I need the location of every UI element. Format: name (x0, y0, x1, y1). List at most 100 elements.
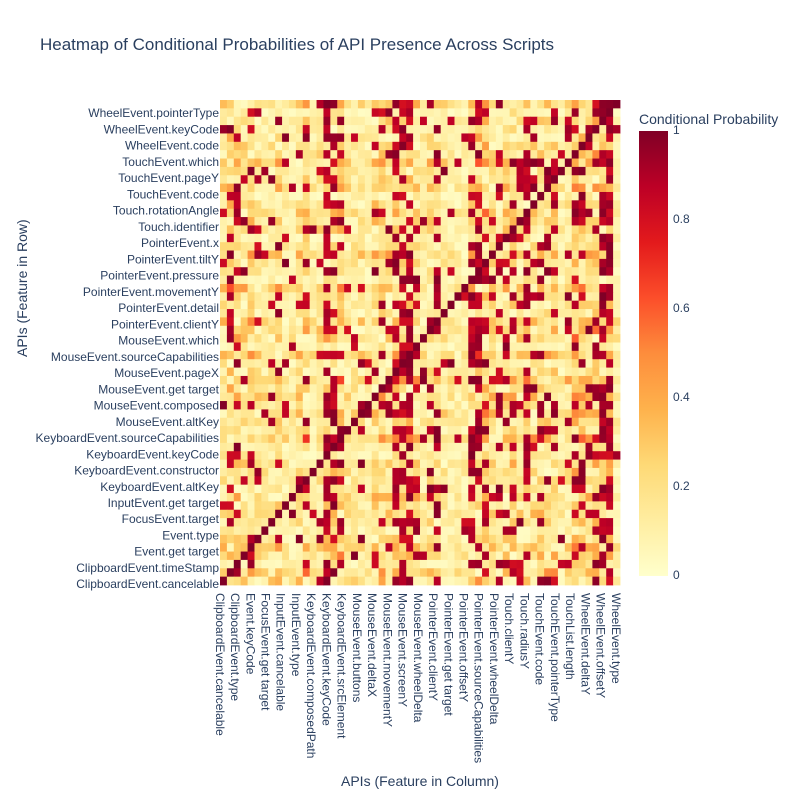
y-tick-label: KeyboardEvent.constructor (74, 463, 219, 477)
heatmap-cell (392, 426, 400, 435)
heatmap-cell (302, 576, 311, 586)
heatmap-cell (578, 459, 586, 469)
heatmap-cell (330, 543, 338, 552)
heatmap-cell (544, 175, 552, 185)
heatmap-cell (564, 493, 573, 502)
heatmap-cell (475, 568, 483, 578)
heatmap-cell (220, 401, 228, 410)
heatmap-cell (516, 217, 524, 226)
heatmap-cell (516, 233, 524, 243)
heatmap-cell (551, 200, 559, 210)
heatmap-cell (268, 292, 276, 302)
heatmap-cell (302, 434, 311, 444)
heatmap-cell (282, 442, 290, 452)
heatmap-cell (275, 116, 283, 126)
heatmap-cell (275, 501, 283, 511)
heatmap-cell (247, 534, 255, 544)
heatmap-cell (337, 551, 345, 561)
heatmap-cell (357, 233, 366, 243)
heatmap-cell (323, 175, 331, 185)
heatmap-cell (461, 526, 469, 536)
heatmap-cell (599, 568, 607, 578)
heatmap-cell (537, 459, 545, 469)
heatmap-cell (461, 200, 469, 210)
heatmap-cell (592, 242, 600, 251)
heatmap-cell (275, 108, 283, 118)
heatmap-cell (426, 317, 435, 327)
heatmap-cell (578, 191, 586, 201)
heatmap-cell (454, 467, 462, 477)
heatmap-cell (309, 342, 317, 352)
heatmap-cell (330, 409, 338, 419)
heatmap-cell (413, 100, 421, 109)
heatmap-cell (357, 267, 366, 276)
heatmap-cell (385, 526, 393, 536)
heatmap-cell (564, 250, 573, 260)
heatmap-cell (557, 417, 566, 427)
heatmap-cell (357, 459, 366, 469)
heatmap-cell (537, 467, 545, 477)
heatmap-cell (447, 367, 455, 377)
heatmap-cell (261, 442, 269, 452)
heatmap-cell (454, 350, 462, 360)
heatmap-cell (482, 150, 490, 159)
heatmap-cell (578, 242, 586, 251)
heatmap-cell (433, 509, 442, 519)
heatmap-cell (406, 426, 414, 435)
heatmap-cell (413, 559, 421, 569)
heatmap-cell (357, 576, 366, 586)
heatmap-cell (254, 484, 262, 494)
heatmap-cell (337, 342, 345, 352)
heatmap-cell (220, 509, 228, 519)
heatmap-cell (399, 334, 407, 343)
heatmap-cell (288, 409, 297, 419)
heatmap-cell (482, 166, 490, 176)
heatmap-cell (551, 484, 559, 494)
heatmap-cell (433, 384, 442, 394)
heatmap-cell (523, 409, 531, 419)
heatmap-cell (268, 309, 276, 318)
heatmap-cell (502, 509, 511, 519)
heatmap-cell (516, 375, 524, 385)
heatmap-cell (544, 426, 552, 435)
heatmap-cell (606, 133, 614, 143)
heatmap-cell (530, 518, 538, 527)
heatmap-cell (468, 459, 476, 469)
heatmap-cell (316, 551, 324, 561)
heatmap-cell (268, 551, 276, 561)
heatmap-cell (226, 451, 235, 460)
heatmap-cell (288, 233, 297, 243)
heatmap-cell (502, 309, 511, 318)
heatmap-cell (337, 534, 345, 544)
heatmap-cell (282, 242, 290, 251)
heatmap-cell (509, 275, 517, 285)
heatmap-cell (440, 417, 448, 427)
heatmap-cell (523, 275, 531, 285)
heatmap-cell (544, 367, 552, 377)
heatmap-cell (585, 200, 593, 210)
heatmap-cell (433, 166, 442, 176)
heatmap-cell (578, 392, 586, 402)
heatmap-cell (323, 309, 331, 318)
heatmap-cell (516, 191, 524, 201)
heatmap-cell (509, 501, 517, 511)
heatmap-cell (537, 384, 545, 394)
heatmap-cell (440, 451, 448, 460)
heatmap-cell (454, 217, 462, 226)
colorbar-tick-label: 0.4 (673, 390, 690, 404)
heatmap-cell (461, 476, 469, 486)
heatmap-cell (495, 334, 504, 343)
heatmap-cell (378, 551, 386, 561)
heatmap-cell (420, 208, 428, 218)
heatmap-cell (357, 359, 366, 368)
heatmap-cell (461, 534, 469, 544)
heatmap-cell (282, 484, 290, 494)
heatmap-cell (302, 250, 311, 260)
heatmap-cell (606, 442, 614, 452)
heatmap-cell (433, 108, 442, 118)
heatmap-cell (351, 559, 359, 569)
heatmap-cell (240, 108, 248, 118)
heatmap-cell (344, 292, 352, 302)
heatmap-cell (440, 116, 448, 126)
heatmap-cell (578, 476, 586, 486)
